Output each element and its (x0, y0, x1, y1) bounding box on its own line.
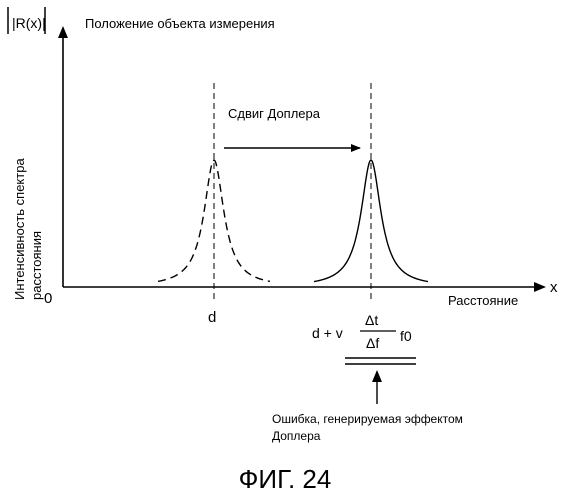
error-arrow-head (372, 370, 382, 382)
x-axis-arrowhead (534, 282, 546, 292)
doppler-shift-label: Сдвиг Доплера (228, 106, 321, 121)
x-axis-label: Расстояние (448, 293, 518, 308)
formula-prefix: d + v (312, 325, 343, 341)
origin-label: 0 (44, 290, 52, 307)
figure-caption: ФИГ. 24 (239, 464, 332, 494)
y-label-line2: расстояния (29, 231, 44, 300)
d-tick-label: d (208, 309, 216, 326)
error-label-line2: Доплера (272, 429, 321, 443)
y-axis-arrowhead (58, 26, 68, 38)
error-label-line1: Ошибка, генерируемая эффектом (272, 412, 463, 426)
y-axis-symbol: |R(x)| (12, 15, 46, 31)
y-label-line1: Интенсивность спектра (12, 158, 27, 300)
top-label: Положение объекта измерения (85, 16, 275, 31)
x-axis-symbol: x (550, 279, 558, 296)
formula-denominator: Δf (366, 335, 379, 351)
formula-numerator: Δt (365, 312, 378, 328)
formula-suffix: f0 (400, 328, 412, 344)
